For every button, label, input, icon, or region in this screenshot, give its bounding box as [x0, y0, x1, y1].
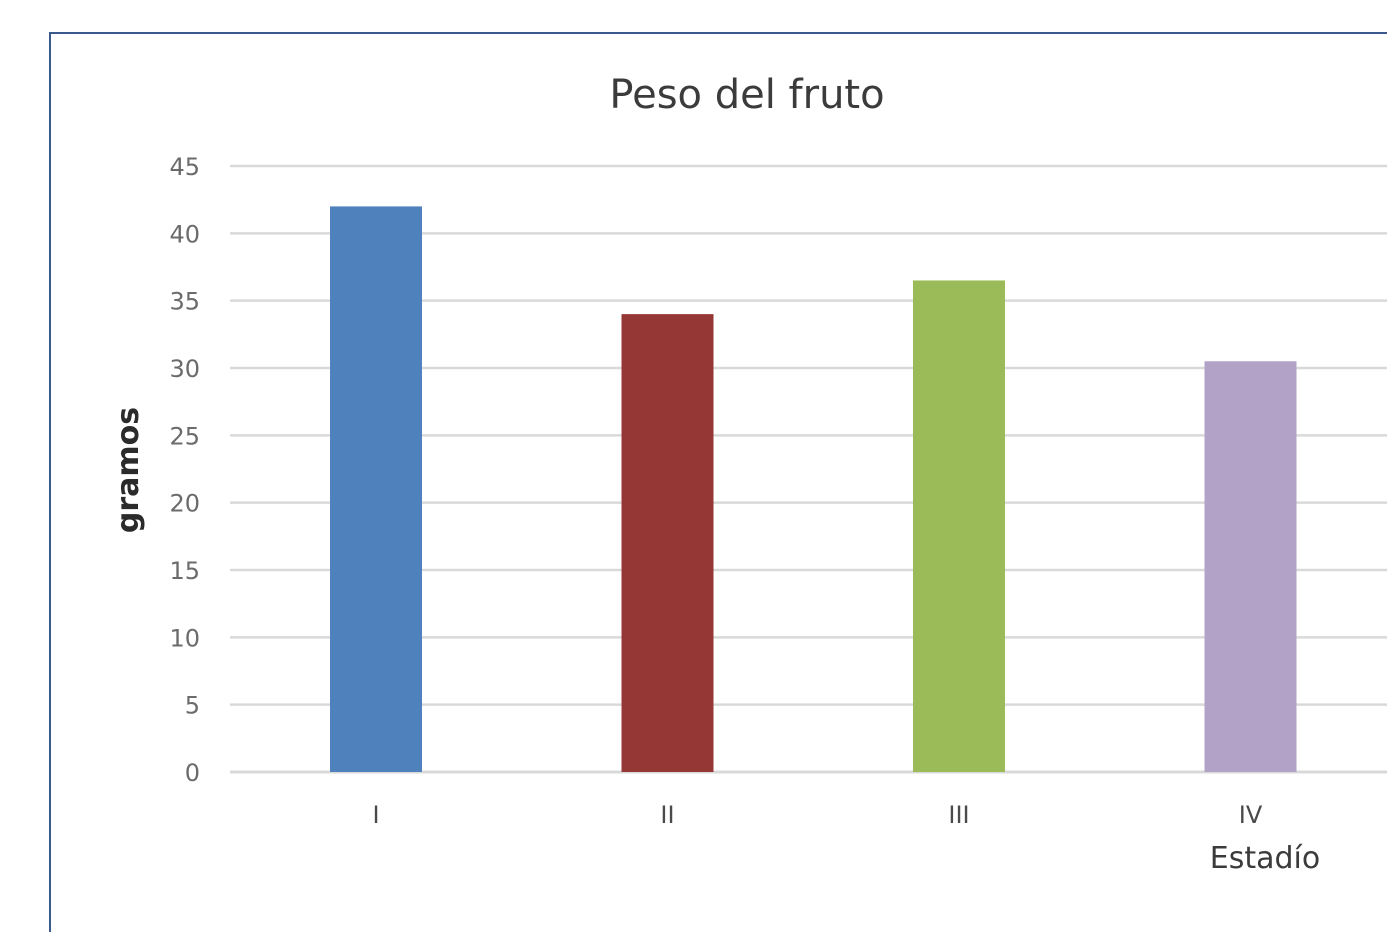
y-tick-label: 5 — [185, 692, 200, 720]
y-tick-label: 35 — [169, 288, 200, 316]
x-tick-label: III — [948, 801, 969, 829]
bar-III — [913, 280, 1005, 772]
chart-frame — [49, 32, 1387, 932]
y-tick-label: 40 — [169, 220, 200, 248]
y-tick-label: 20 — [169, 490, 200, 518]
y-tick-label: 15 — [169, 557, 200, 585]
y-tick-label: 10 — [169, 624, 200, 652]
x-tick-label: IV — [1239, 801, 1263, 829]
y-axis-label: gramos — [111, 407, 146, 533]
bar-II — [621, 314, 714, 772]
y-axis-ticks: 0 5 10 15 20 25 30 35 40 45 — [169, 153, 200, 787]
gridlines — [230, 164, 1387, 774]
y-tick-label: 30 — [169, 355, 200, 383]
x-tick-label: I — [372, 801, 379, 829]
y-tick-label: 25 — [169, 422, 200, 450]
x-axis-categories: I II III IV — [372, 801, 1262, 829]
chart-title: Peso del fruto — [609, 72, 884, 118]
bars — [330, 206, 1297, 772]
x-axis-label: Estadío — [1210, 841, 1320, 876]
bar-I — [330, 206, 422, 772]
y-tick-label: 0 — [185, 759, 200, 787]
bar-IV — [1204, 361, 1297, 772]
x-tick-label: II — [660, 801, 674, 829]
y-tick-label: 45 — [169, 153, 200, 181]
